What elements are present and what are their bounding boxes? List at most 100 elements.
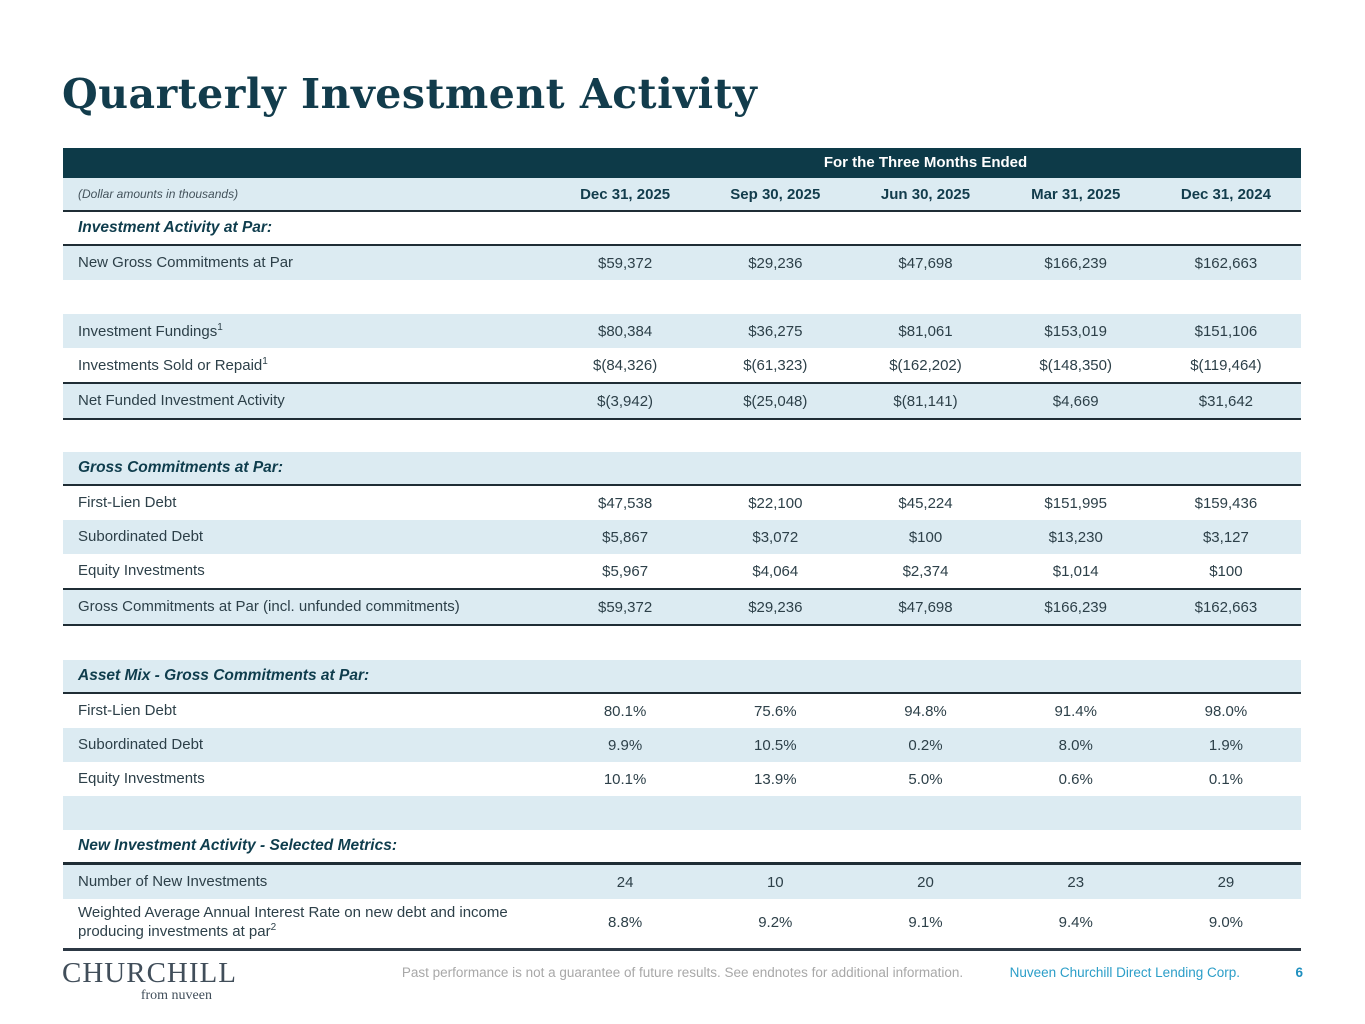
cell-value: 13.9% [754, 770, 797, 788]
column-header: Dec 31, 2024 [1180, 185, 1271, 203]
table-row: First-Lien Debt $47,538 $22,100 $45,224 $151… [63, 486, 1301, 520]
table-row: Subordinated Debt $5,867 $3,072 $100 $13,230… [63, 520, 1301, 554]
section-header-row: New Investment Activity - Selected Metri… [63, 830, 1301, 865]
cell-value: $162,663 [1194, 254, 1258, 272]
cell-value: 24 [616, 873, 634, 891]
cell-value: 75.6% [754, 702, 797, 720]
column-header: Dec 31, 2025 [580, 185, 671, 203]
row-label: Equity Investments [78, 562, 205, 579]
cell-value: $45,224 [898, 494, 953, 512]
row-label: New Investment Activity - Selected Metri… [78, 836, 397, 854]
cell-value: $4,669 [1052, 392, 1099, 410]
cell-value: $80,384 [597, 322, 653, 340]
cell-value: 23 [1067, 873, 1085, 891]
footnote-marker: 1 [217, 321, 223, 333]
table-row: Equity Investments $5,967 $4,064 $2,374 $1,0… [63, 554, 1301, 588]
table-row: Number of New Investments 24 10 20 23 29 [63, 865, 1301, 899]
band-header-label: For the Three Months Ended [823, 154, 1028, 171]
footer-divider [63, 948, 1301, 951]
column-header: Mar 31, 2025 [1031, 185, 1121, 203]
cell-value: $(148,350) [1039, 356, 1112, 374]
cell-value: 0.2% [908, 736, 943, 754]
spacer-row [63, 280, 1301, 314]
section-header-row: Asset Mix - Gross Commitments at Par: [63, 660, 1301, 694]
cell-value: $2,374 [902, 562, 949, 580]
column-header: Sep 30, 2025 [730, 185, 821, 203]
cell-value: $151,995 [1044, 494, 1107, 512]
cell-value: $(25,048) [743, 392, 808, 410]
cell-value: $4,064 [752, 562, 799, 580]
spacer-row [63, 796, 1301, 830]
table-row: Weighted Average Annual Interest Rate on… [63, 899, 1301, 945]
table-row: New Gross Commitments at Par $59,372 $29,2… [63, 246, 1301, 280]
cell-value: 9.1% [908, 913, 943, 931]
row-label: Gross Commitments at Par (incl. unfunded… [78, 598, 460, 615]
footnote-marker: 2 [270, 921, 277, 933]
spacer-row [63, 626, 1301, 660]
cell-value: 10.5% [754, 736, 797, 754]
cell-value: $(119,464) [1190, 356, 1262, 374]
cell-value: $81,061 [898, 322, 953, 340]
table-row: Gross Commitments at Par (incl. unfunded… [63, 588, 1301, 626]
cell-value: $151,106 [1194, 322, 1258, 340]
page-title: Quarterly Investment Activity [62, 70, 758, 118]
cell-value: $100 [1209, 562, 1243, 580]
row-label: First-Lien Debt [78, 702, 177, 719]
cell-value: 29 [1217, 873, 1235, 891]
cell-value: 8.8% [608, 913, 643, 931]
cell-value: 1.9% [1208, 736, 1244, 754]
investment-activity-table: For the Three Months Ended (Dollar amoun… [63, 148, 1301, 945]
cell-value: 0.6% [1058, 770, 1093, 788]
cell-value: 91.4% [1054, 702, 1097, 720]
row-label: New Gross Commitments at Par [78, 254, 294, 271]
cell-value: $153,019 [1044, 322, 1107, 340]
table-row: Investment Fundings1 $80,384 $36,275 $81,06… [63, 314, 1301, 348]
row-label: Investment Fundings1 [78, 321, 223, 340]
cell-value: $(162,202) [889, 356, 962, 374]
cell-value: $100 [908, 528, 943, 546]
column-header: Jun 30, 2025 [880, 185, 971, 203]
cell-value: $(61,323) [743, 356, 808, 374]
cell-value: $3,127 [1202, 528, 1249, 546]
section-header-row: Investment Activity at Par: [63, 212, 1301, 246]
table-row: Subordinated Debt 9.9% 10.5% 0.2% 8.0% 1.9% [63, 728, 1301, 762]
row-label: Subordinated Debt [78, 736, 204, 753]
cell-value: $47,698 [898, 254, 953, 272]
cell-value: $5,967 [602, 562, 649, 580]
row-label: Gross Commitments at Par: [78, 458, 283, 476]
cell-value: 80.1% [603, 702, 647, 720]
row-label: First-Lien Debt [78, 494, 177, 511]
row-label: Equity Investments [78, 770, 205, 787]
row-label: Weighted Average Annual Interest Rate on… [78, 903, 508, 940]
cell-value: $47,698 [898, 598, 953, 616]
row-label: Net Funded Investment Activity [78, 392, 285, 409]
cell-value: 10.1% [603, 770, 647, 788]
cell-value: $22,100 [748, 494, 803, 512]
cell-value: 9.9% [608, 736, 643, 754]
cell-value: $29,236 [748, 598, 803, 616]
cell-value: 9.2% [758, 913, 793, 931]
cell-value: $29,236 [748, 254, 803, 272]
cell-value: 20 [917, 873, 934, 891]
cell-value: $1,014 [1052, 562, 1099, 580]
table-row: Net Funded Investment Activity $(3,942) $(… [63, 382, 1301, 420]
table-row: First-Lien Debt 80.1% 75.6% 94.8% 91.4% 98.0% [63, 694, 1301, 728]
cell-value: 5.0% [908, 770, 943, 788]
cell-value: 94.8% [904, 702, 947, 720]
cell-value: $59,372 [597, 598, 653, 616]
table-header-row: (Dollar amounts in thousands) Dec 31, 20… [63, 178, 1301, 212]
cell-value: 98.0% [1204, 702, 1248, 720]
cell-value: 9.0% [1208, 913, 1244, 931]
cell-value: $162,663 [1194, 598, 1258, 616]
cell-value: $166,239 [1044, 598, 1107, 616]
cell-value: $(84,326) [592, 356, 658, 374]
table-units-note: (Dollar amounts in thousands) [78, 187, 239, 201]
footer-disclaimer: Past performance is not a guarantee of f… [401, 965, 964, 980]
cell-value: $(81,141) [893, 392, 958, 410]
logo-nuveen-text: from nuveen [140, 988, 212, 1004]
footnote-marker: 1 [262, 355, 268, 367]
row-label: Investments Sold or Repaid1 [78, 355, 268, 374]
cell-value: 9.4% [1058, 913, 1093, 931]
cell-value: $3,072 [752, 528, 799, 546]
